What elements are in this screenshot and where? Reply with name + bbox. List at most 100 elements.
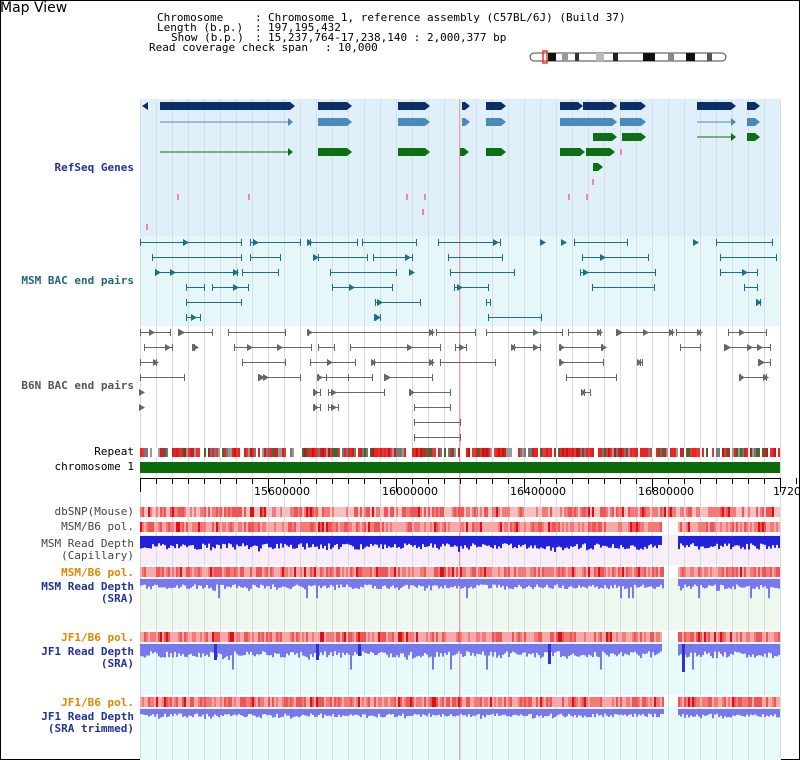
msm-bac-pair: [250, 254, 281, 261]
polymorphism-bin: [460, 522, 462, 532]
polymorphism-bin: [692, 632, 694, 642]
depth-bin: [370, 644, 372, 652]
polymorphism-bin: [650, 507, 652, 517]
polymorphism-bin: [448, 697, 450, 707]
gene-strand-arrow: [464, 148, 469, 156]
polymorphism-bin: [342, 507, 344, 517]
polymorphism-bin: [404, 632, 406, 642]
axis-tick-label: 16000000: [382, 485, 438, 498]
depth-bin: [678, 579, 680, 586]
depth-bin: [654, 644, 656, 656]
polymorphism-bin: [204, 632, 206, 642]
depth-bin: [776, 644, 778, 657]
gene-7: [583, 102, 617, 110]
depth-bin: [752, 579, 754, 589]
depth-bin: [640, 579, 642, 587]
depth-bin: [302, 709, 304, 715]
polymorphism-bin: [358, 632, 360, 642]
polymorphism-bin: [394, 697, 396, 707]
polymorphism-bin: [512, 632, 514, 642]
polymorphism-bin: [420, 697, 422, 707]
track-label-b6n-bac[interactable]: B6N BAC end pairs: [21, 379, 134, 392]
depth-bin: [224, 644, 226, 658]
polymorphism-bin: [146, 697, 148, 707]
repeat-bin: [330, 448, 332, 457]
b6n-bac-marker: [313, 404, 319, 411]
msm-bac-pair: [242, 269, 279, 276]
repeat-bin: [768, 448, 770, 457]
depth-bin: [692, 709, 694, 717]
repeat-bin: [652, 448, 654, 457]
polymorphism-bin: [402, 522, 404, 532]
depth-bin: [300, 579, 302, 587]
depth-bin: [642, 644, 644, 654]
polymorphism-bin: [438, 507, 440, 517]
depth-bin: [660, 709, 662, 715]
depth-bin: [292, 579, 294, 587]
polymorphism-bin: [258, 697, 260, 707]
depth-bin: [620, 644, 622, 652]
polymorphism-bin: [474, 567, 476, 577]
polymorphism-bin: [660, 567, 662, 577]
polymorphism-bin: [766, 507, 768, 517]
depth-bin: [574, 644, 576, 656]
repeat-bin: [524, 448, 526, 457]
depth-bin: [308, 644, 310, 660]
depth-bin: [380, 579, 382, 589]
polymorphism-bin: [300, 632, 302, 642]
msm-bac-marker: [191, 314, 197, 321]
polymorphism-bin: [306, 522, 308, 532]
polymorphism-bin: [586, 697, 588, 707]
polymorphism-bin: [690, 567, 692, 577]
gene-strand-arrow: [465, 102, 470, 110]
depth-bin: [266, 709, 268, 716]
polymorphism-bin: [192, 697, 194, 707]
polymorphism-bin: [528, 567, 530, 577]
depth-bin: [472, 709, 474, 716]
repeat-bin: [172, 448, 174, 457]
polymorphism-bin: [646, 697, 648, 707]
polymorphism-bin: [596, 697, 598, 707]
repeat-bin: [736, 448, 738, 457]
polymorphism-bin: [362, 522, 364, 532]
repeat-bin: [400, 448, 402, 457]
polymorphism-bin: [264, 632, 266, 642]
depth-bin: [742, 536, 744, 548]
repeat-bin: [700, 448, 702, 457]
chromosome-label: Chromosome: [157, 11, 224, 24]
depth-bin: [526, 579, 528, 587]
depth-bin: [304, 536, 306, 550]
depth-bin: [760, 579, 762, 586]
transcript-14: [160, 148, 293, 156]
polymorphism-bin: [624, 507, 626, 517]
repeat-bin: [152, 448, 154, 457]
polymorphism-bin: [480, 567, 482, 577]
repeat-bin: [160, 448, 162, 457]
polymorphism-bin: [204, 567, 206, 577]
axis-tick-label: 16400000: [510, 485, 566, 498]
polymorphism-bin: [172, 697, 174, 707]
polymorphism-bin: [550, 507, 552, 517]
repeat-bin: [566, 448, 568, 457]
repeat-bin: [740, 448, 742, 457]
depth-bin: [162, 644, 164, 658]
polymorphism-bin: [386, 632, 388, 642]
depth-bin: [444, 644, 446, 653]
polymorphism-bin: [720, 522, 722, 532]
msm-depth-capillary-track: [140, 536, 780, 552]
track-label-msm-bac[interactable]: MSM BAC end pairs: [21, 274, 134, 287]
depth-bin: [528, 579, 530, 586]
polymorphism-bin: [658, 632, 660, 642]
track-label-refseq[interactable]: RefSeq Genes: [54, 161, 134, 174]
depth-bin: [458, 709, 460, 716]
repeat-bin: [512, 448, 514, 457]
polymorphism-bin: [706, 522, 708, 532]
polymorphism-bin: [216, 567, 218, 577]
polymorphism-bin: [734, 567, 736, 577]
depth-bin: [494, 536, 496, 546]
depth-bin: [346, 579, 348, 585]
polymorphism-bin: [350, 522, 352, 532]
depth-bin: [242, 644, 244, 656]
polymorphism-bin: [380, 567, 382, 577]
